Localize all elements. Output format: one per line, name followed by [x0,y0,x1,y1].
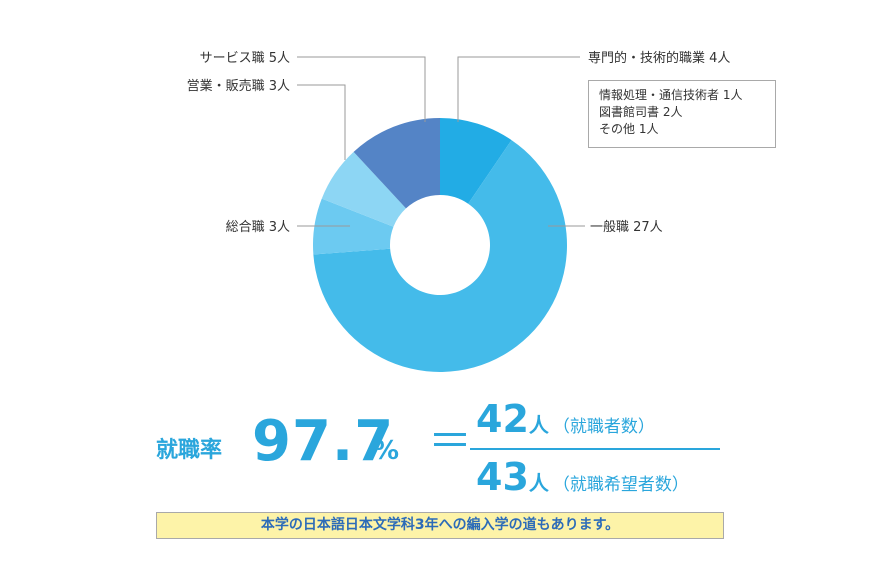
slice-eigyo [321,151,406,227]
slice-label-ippan: 一般職 27人 [590,219,663,235]
slice-sogo [313,198,394,255]
breakdown-item: その他 1人 [599,122,659,136]
denominator-unit: 人 [528,471,549,495]
slice-senmon [440,118,512,204]
numerator-number: 42 [476,397,529,441]
slice-ippan [313,140,567,373]
donut-chart: 専門的・技術的職業 4人 一般職 27人 総合職 3人 営業・販売職 3人 サー… [187,50,730,373]
rate-percent-sign: % [373,436,400,466]
leader-line-eigyo [297,84,346,160]
numerator: 42人 （就職者数） [476,397,655,441]
slice-service [353,118,440,209]
slice-label-senmon: 専門的・技術的職業 4人 [588,50,730,66]
breakdown-box: 情報処理・通信技術者 1人 図書館司書 2人 その他 1人 [588,80,776,148]
denominator-number: 43 [476,455,529,499]
breakdown-item: 図書館司書 2人 [599,105,683,119]
slice-label-service: サービス職 5人 [200,51,290,66]
leader-line-service [297,56,426,122]
employment-rate-section: 就職率 97.7 % ＝ 42人 （就職者数） 43人 （就職希望者数） [0,395,880,505]
breakdown-item: 情報処理・通信技術者 1人 [599,88,743,102]
numerator-note: （就職者数） [552,417,655,437]
equals-sign: ＝ [428,416,472,467]
slice-label-sogo: 総合職 3人 [226,220,290,235]
fraction-bar [470,448,720,450]
numerator-unit: 人 [528,413,549,437]
leader-line-senmon [457,56,580,122]
slice-label-eigyo: 営業・販売職 3人 [187,78,290,94]
denominator: 43人 （就職希望者数） [476,455,689,499]
rate-value: 97.7 [252,409,395,474]
denominator-note: （就職希望者数） [552,475,689,495]
rate-label: 就職率 [156,438,223,463]
transfer-banner: 本学の日本語日本文学科3年への編入学の道もあります。 [156,512,724,539]
